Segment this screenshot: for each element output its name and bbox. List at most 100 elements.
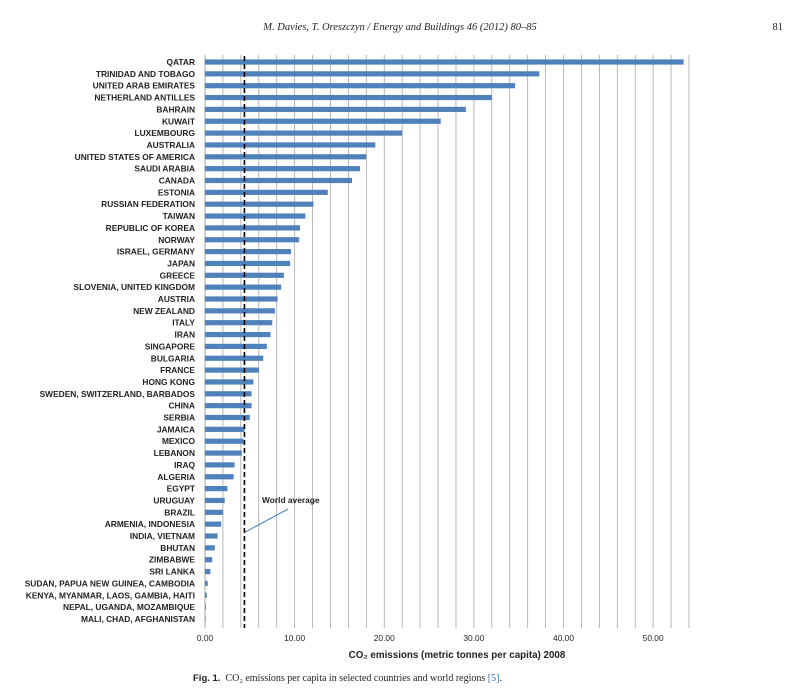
category-label: RUSSIAN FEDERATION — [101, 199, 195, 209]
world-average-line: World average — [243, 56, 320, 628]
category-label: SAUDI ARABIA — [134, 164, 195, 174]
bar — [205, 414, 250, 421]
x-tick-labels: 0.00 10.00 20.00 30.00 40.00 50.00 — [197, 633, 664, 643]
category-label: HONG KONG — [142, 377, 195, 387]
figure-caption: Fig. 1. CO₂ emissions per capita in sele… — [193, 673, 502, 684]
bar — [205, 438, 244, 444]
caption-end: . — [499, 673, 502, 684]
category-label: TRINIDAD AND TOBAGO — [96, 69, 196, 79]
co2-bar-chart: QATAR TRINIDAD AND TOBAGO UNITED ARAB EMIR… — [25, 55, 690, 661]
bar — [205, 367, 259, 373]
bar — [205, 426, 245, 432]
category-label: JAPAN — [167, 258, 195, 268]
bar — [205, 343, 267, 349]
category-label: MALI, CHAD, AFGHANISTAN — [81, 614, 195, 624]
world-average-label: World average — [262, 495, 320, 505]
bar — [205, 59, 684, 65]
category-label: REPUBLIC OF KOREA — [106, 223, 195, 233]
category-label: LUXEMBOURG — [135, 128, 196, 138]
bar — [205, 580, 208, 586]
category-label: NEW ZEALAND — [133, 306, 195, 316]
journal-reference: M. Davies, T. Oreszczyn / Energy and Bui… — [263, 22, 537, 33]
category-labels: QATAR TRINIDAD AND TOBAGO UNITED ARAB EMIR… — [25, 57, 196, 624]
caption-text: CO₂ emissions per capita in selected cou… — [225, 673, 486, 684]
bar — [205, 249, 292, 255]
bar — [205, 533, 218, 539]
bar — [205, 154, 367, 160]
category-label: AUSTRIA — [158, 294, 195, 304]
bar — [205, 557, 213, 563]
category-label: KENYA, MYANMAR, LAOS, GAMBIA, HAITI — [26, 590, 195, 600]
annotation-leader — [245, 508, 289, 533]
category-label: LEBANON — [154, 448, 195, 458]
category-label: SUDAN, PAPUA NEW GUINEA, CAMBODIA — [25, 578, 195, 588]
category-label: ZIMBABWE — [149, 555, 195, 565]
category-label: UNITED STATES OF AMERICA — [75, 152, 195, 162]
bar — [205, 403, 252, 409]
category-label: QATAR — [166, 57, 195, 67]
bar — [205, 462, 235, 468]
category-label: SINGAPORE — [145, 341, 196, 351]
bar — [205, 308, 275, 314]
category-label: EGYPT — [167, 484, 196, 494]
category-label: ISRAEL, GERMANY — [117, 247, 196, 257]
category-label: ESTONIA — [158, 187, 195, 197]
category-label: UNITED ARAB EMIRATES — [93, 81, 196, 91]
category-label: URUGUAY — [153, 495, 195, 505]
bar — [205, 284, 282, 290]
bar — [205, 71, 540, 77]
bar — [205, 331, 271, 338]
category-label: GREECE — [160, 270, 196, 280]
bar — [205, 225, 301, 231]
category-label: BULGARIA — [151, 353, 195, 363]
bar — [205, 604, 206, 610]
bar — [205, 474, 234, 480]
bar — [205, 545, 215, 551]
category-label: ALGERIA — [157, 472, 195, 482]
caption-reference-link[interactable]: [5] — [487, 673, 500, 684]
bar — [205, 616, 206, 622]
category-label: TAIWAN — [163, 211, 195, 221]
bar — [205, 450, 242, 456]
category-label: KUWAIT — [162, 116, 196, 126]
bar — [205, 296, 278, 302]
bar — [205, 189, 328, 195]
category-label: ARMENIA, INDONESIA — [105, 519, 195, 529]
category-label: FRANCE — [160, 365, 195, 375]
bar — [205, 320, 273, 326]
category-label: SWEDEN, SWITZERLAND, BARBADOS — [40, 389, 196, 399]
bar — [205, 391, 252, 397]
bars — [205, 59, 684, 622]
bar — [205, 521, 222, 527]
x-tick-label: 30.00 — [463, 633, 484, 643]
category-label: ITALY — [172, 318, 195, 328]
bar — [205, 166, 361, 172]
bar — [205, 130, 403, 136]
category-label: SLOVENIA, UNITED KINGDOM — [74, 282, 195, 292]
bar — [205, 83, 516, 89]
bar — [205, 509, 223, 515]
category-label: JAMAICA — [157, 424, 195, 434]
bar — [205, 237, 300, 243]
category-label: SERBIA — [163, 413, 195, 423]
x-tick-label: 40.00 — [553, 633, 574, 643]
category-label: MEXICO — [162, 436, 196, 446]
bar — [205, 201, 314, 207]
category-label: BHUTAN — [160, 543, 195, 553]
category-label: AUSTRALIA — [147, 140, 195, 150]
bar — [205, 568, 211, 575]
bar — [205, 486, 228, 492]
category-label: IRAN — [175, 330, 195, 340]
category-label: INDIA, VIETNAM — [130, 531, 195, 541]
bar — [205, 260, 291, 267]
x-axis-title: CO₂ emissions (metric tonnes per capita)… — [349, 650, 566, 661]
bar — [205, 379, 254, 385]
bar — [205, 177, 352, 184]
bar — [205, 592, 207, 598]
running-head: M. Davies, T. Oreszczyn / Energy and Bui… — [0, 22, 800, 40]
category-label: IRAQ — [174, 460, 195, 470]
category-label: NORWAY — [158, 235, 195, 245]
bar — [205, 94, 492, 101]
x-tick-label: 20.00 — [374, 633, 395, 643]
category-label: NEPAL, UGANDA, MOZAMBIQUE — [63, 602, 195, 612]
